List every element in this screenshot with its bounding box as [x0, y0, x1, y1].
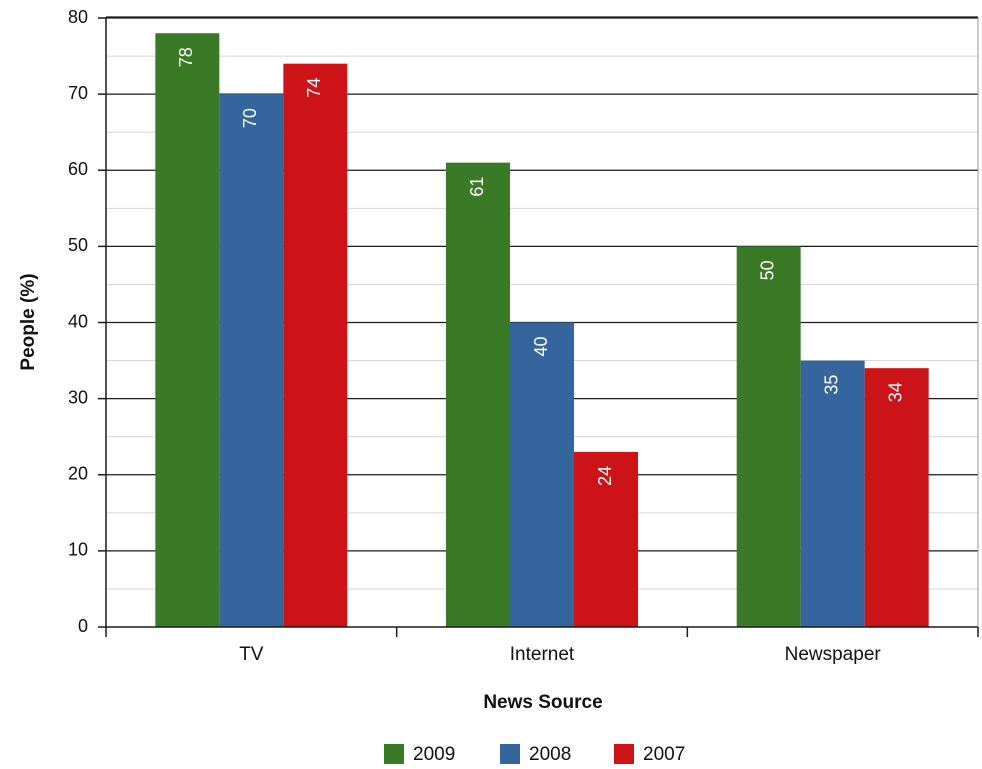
data-label: 24 [595, 466, 615, 486]
y-tick-label: 50 [68, 235, 88, 255]
bar-2009-tv [155, 33, 220, 628]
legend-label-2009: 2009 [413, 744, 455, 765]
x-category-label: Internet [510, 644, 575, 665]
data-label: 50 [757, 260, 777, 280]
data-label: 35 [821, 375, 841, 395]
bar-2008-internet [510, 322, 574, 627]
y-tick-label: 30 [68, 387, 88, 407]
data-label: 40 [531, 336, 551, 356]
y-tick-label: 0 [78, 616, 88, 636]
data-label: 78 [176, 47, 196, 67]
y-tick-label: 20 [68, 464, 88, 484]
data-label: 34 [885, 382, 905, 402]
y-tick-label: 40 [68, 311, 88, 331]
bar-2009-internet [446, 162, 510, 627]
legend: 2009 2008 2007 [384, 744, 685, 765]
y-tick-label: 80 [68, 7, 88, 27]
y-tick-label: 60 [68, 159, 88, 179]
bar-2007-newspaper [864, 368, 929, 627]
legend-swatch-2007 [614, 744, 634, 764]
legend-label-2007: 2007 [643, 744, 685, 765]
x-category-label: Newspaper [785, 644, 882, 665]
legend-swatch-2009 [384, 744, 404, 764]
bar-2008-tv [219, 94, 284, 627]
legend-swatch-2008 [500, 744, 520, 764]
bar-2008-newspaper [800, 360, 865, 627]
legend-label-2008: 2008 [529, 744, 571, 765]
data-label: 70 [240, 108, 260, 128]
bars: 78 61 50 70 40 35 74 24 34 [155, 33, 929, 628]
y-axis-title: People (%) [18, 273, 39, 370]
x-category-label: TV [239, 644, 264, 665]
x-axis-title: News Source [483, 692, 602, 713]
y-tick-label: 70 [68, 83, 88, 103]
data-label: 61 [467, 177, 487, 197]
y-tick-label: 10 [68, 540, 88, 560]
bar-2007-internet [574, 451, 638, 627]
bar-2007-tv [283, 63, 348, 628]
data-label: 74 [304, 78, 324, 98]
axes: 0 10 20 30 40 50 60 70 80 TV Internet Newspaper [68, 7, 979, 665]
bar-2009-newspaper [736, 246, 801, 627]
